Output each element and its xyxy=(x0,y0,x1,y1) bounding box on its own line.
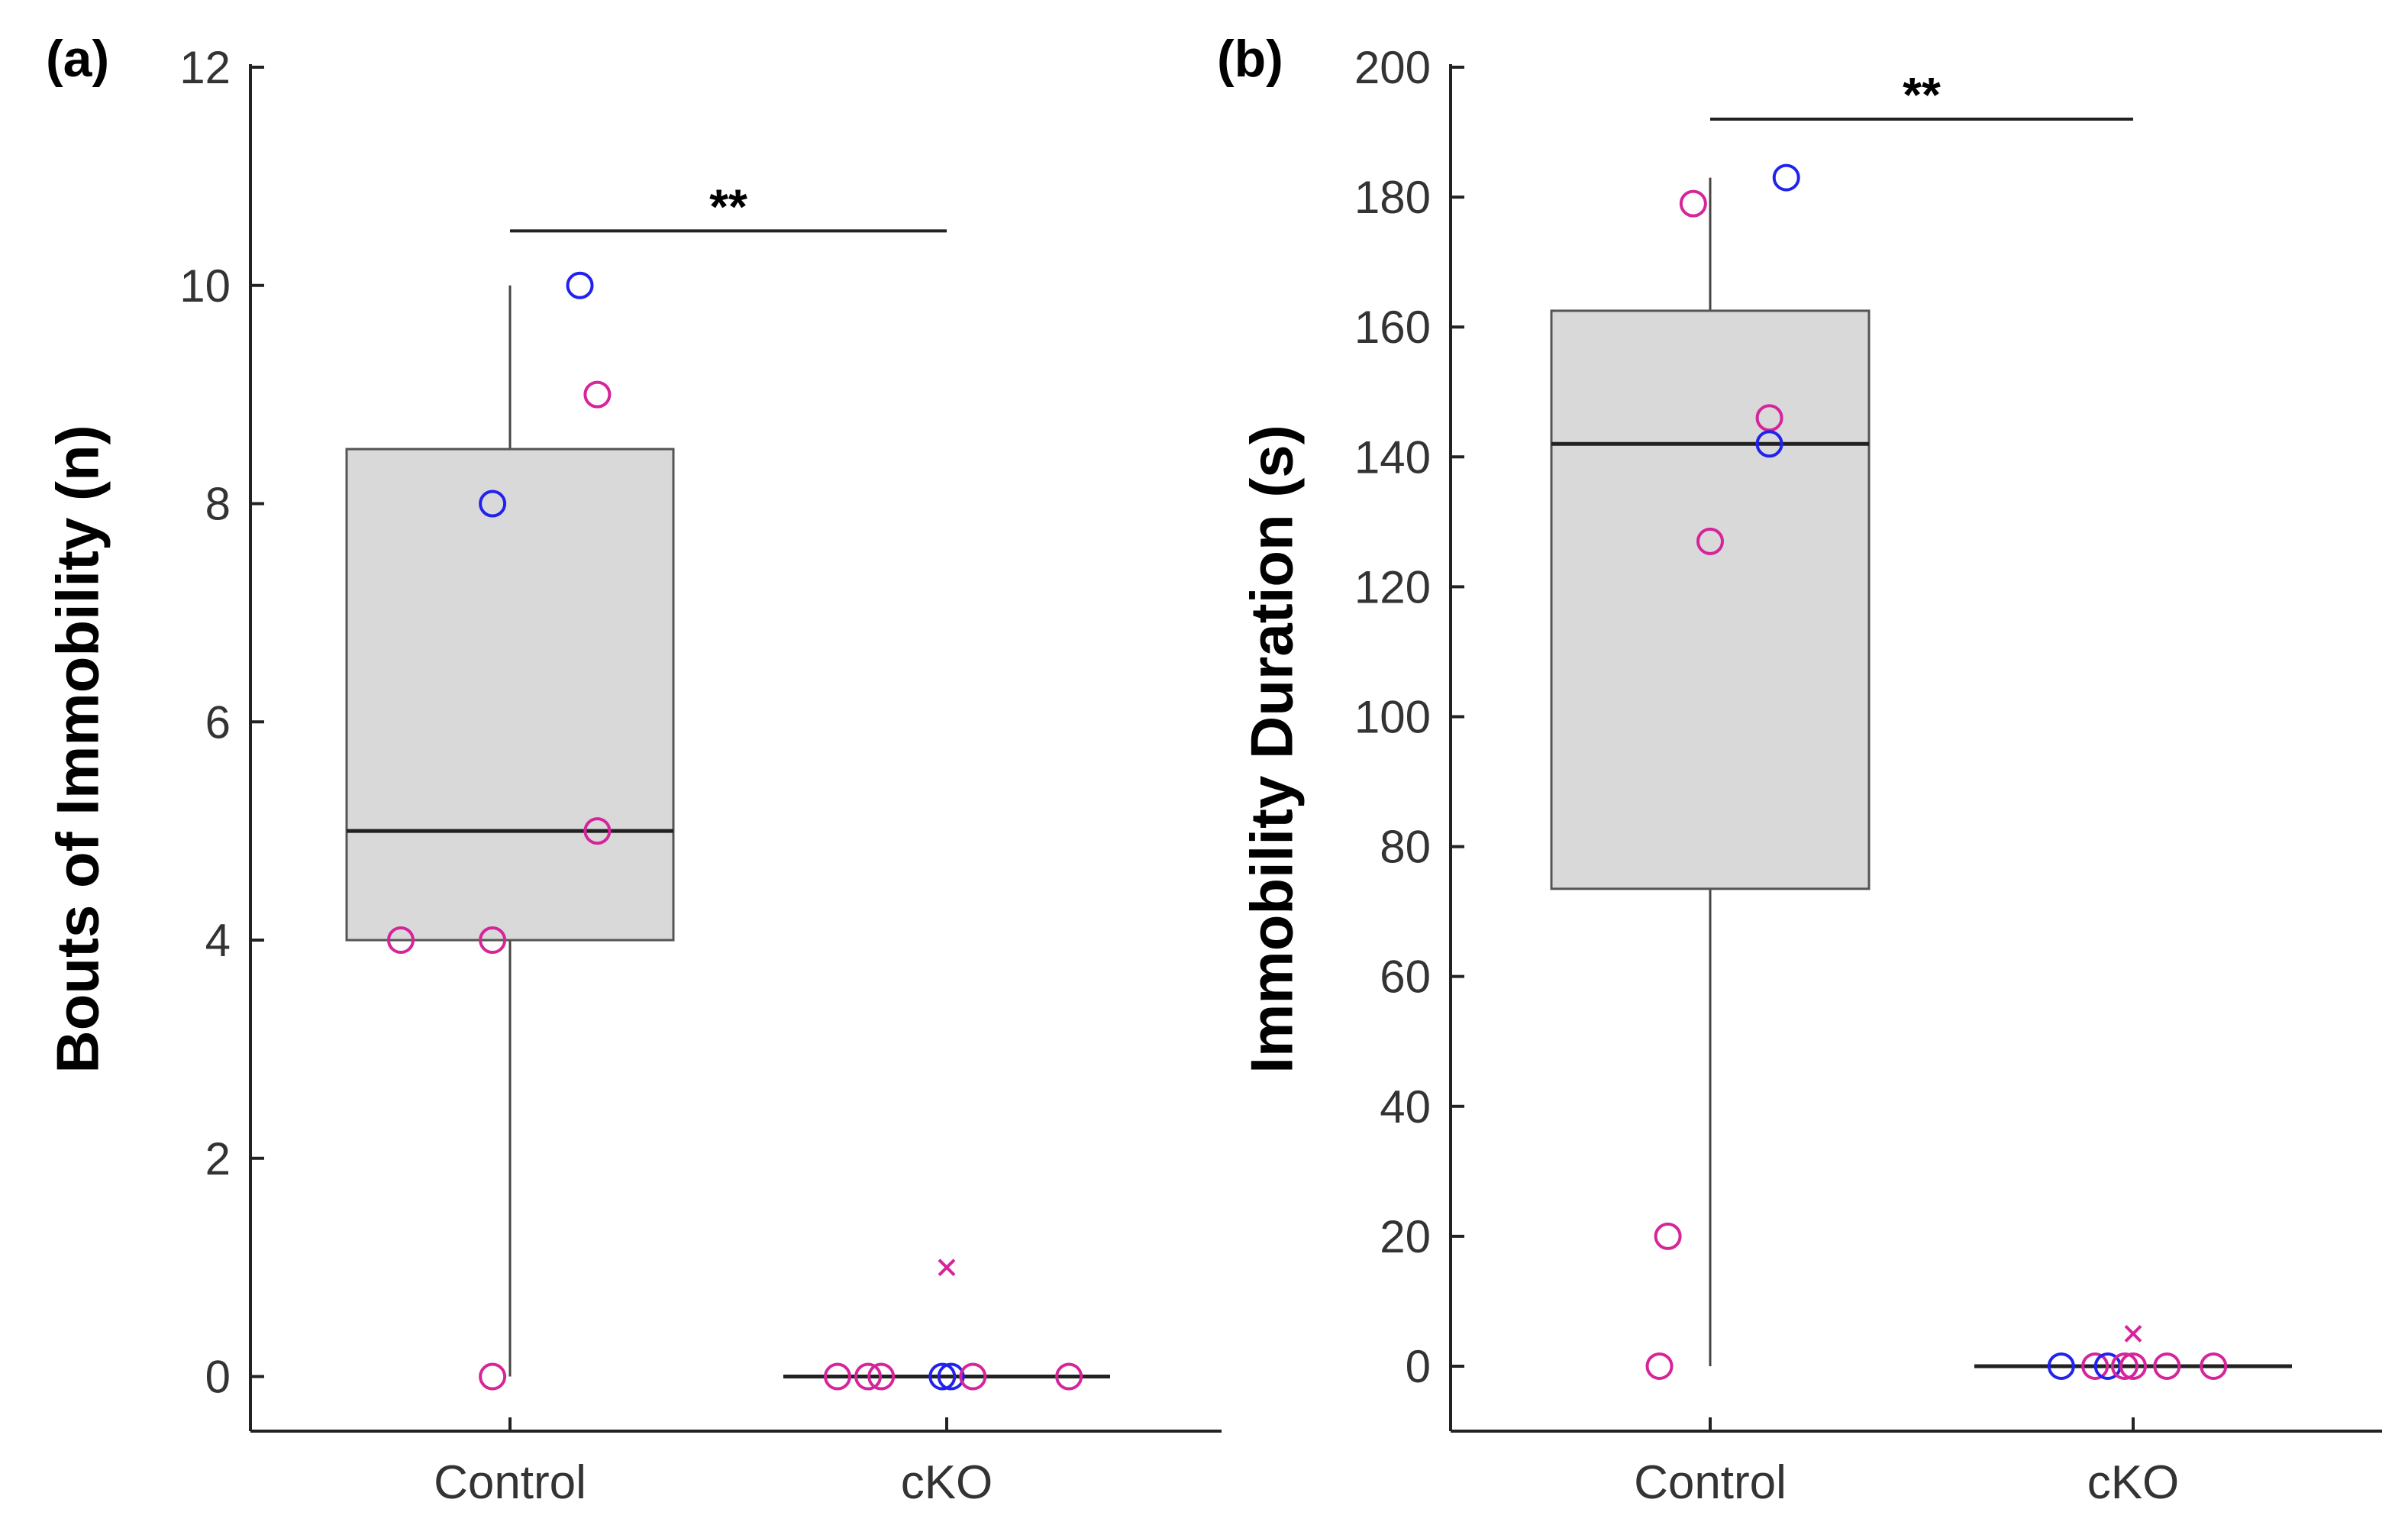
outlier-stroke xyxy=(938,1259,956,1277)
data-point xyxy=(2081,1352,2109,1380)
y-tick-label: 8 xyxy=(205,479,231,530)
box-rect xyxy=(345,448,675,942)
data-point xyxy=(479,1362,507,1391)
data-point xyxy=(1755,404,1783,432)
data-point xyxy=(1696,527,1724,555)
outlier-marker xyxy=(2124,1325,2142,1343)
data-point xyxy=(1055,1362,1083,1391)
panel-label: (a) xyxy=(46,30,109,88)
y-tick-label: 2 xyxy=(205,1133,231,1184)
y-tick-label: 160 xyxy=(1354,302,1431,353)
data-point xyxy=(867,1362,896,1391)
data-point xyxy=(2200,1352,2228,1380)
data-point xyxy=(479,926,507,955)
y-tick-label: 10 xyxy=(179,260,231,312)
data-point xyxy=(583,380,612,409)
box-rect xyxy=(1550,309,1871,890)
y-tick-label: 40 xyxy=(1380,1081,1431,1133)
y-axis-title: Bouts of Immobility (n) xyxy=(44,425,111,1073)
y-tick-label: 80 xyxy=(1380,822,1431,873)
y-tick-label: 180 xyxy=(1354,172,1431,223)
data-point xyxy=(2119,1352,2147,1380)
data-point xyxy=(1645,1352,1674,1380)
y-tick-label: 4 xyxy=(205,915,231,966)
y-tick-label: 140 xyxy=(1354,431,1431,483)
data-point xyxy=(2047,1352,2075,1380)
significance-label: ** xyxy=(1903,67,1941,122)
data-point xyxy=(928,1362,957,1391)
data-point xyxy=(1654,1222,1682,1250)
y-tick-label: 12 xyxy=(179,42,231,93)
panel-b: (b) 0 20 40 60 80 100 120 140 160 180 200 Control cKO… xyxy=(1217,30,2382,1509)
box-control xyxy=(345,285,675,1377)
y-tick-label: 200 xyxy=(1354,42,1431,93)
x-tick-label: Control xyxy=(434,1456,586,1509)
data-point xyxy=(566,271,594,299)
data-point xyxy=(2153,1352,2181,1380)
x-tick-label: cKO xyxy=(2087,1456,2180,1509)
x-tick-label: cKO xyxy=(901,1456,993,1509)
panel-label: (b) xyxy=(1217,30,1283,88)
data-point xyxy=(1755,430,1783,458)
data-point xyxy=(479,490,507,518)
x-tick-label: Control xyxy=(1634,1456,1787,1509)
data-point xyxy=(583,817,612,845)
box-control xyxy=(1550,177,1871,1366)
outlier-stroke xyxy=(2124,1325,2142,1343)
y-tick-label: 0 xyxy=(205,1352,231,1403)
y-tick-label: 6 xyxy=(205,696,231,748)
data-point xyxy=(1772,163,1800,192)
data-point xyxy=(937,1362,965,1391)
panel-a: (a) 0 2 4 6 8 10 12 Control cKO Bouts of Immobilit… xyxy=(44,30,1222,1509)
data-point xyxy=(824,1362,851,1391)
y-tick-label: 60 xyxy=(1380,952,1431,1003)
y-axis-title: Immobility Duration (s) xyxy=(1238,425,1306,1073)
significance-label: ** xyxy=(709,179,747,234)
data-point xyxy=(387,926,415,955)
data-point xyxy=(959,1362,987,1391)
y-tick-label: 20 xyxy=(1380,1211,1431,1262)
y-tick-label: 120 xyxy=(1354,561,1431,612)
outlier-marker xyxy=(938,1259,956,1277)
data-point xyxy=(2110,1352,2138,1380)
y-tick-label: 100 xyxy=(1354,691,1431,742)
y-tick-label: 0 xyxy=(1406,1341,1431,1392)
data-point xyxy=(1679,189,1707,218)
data-point xyxy=(854,1362,883,1391)
